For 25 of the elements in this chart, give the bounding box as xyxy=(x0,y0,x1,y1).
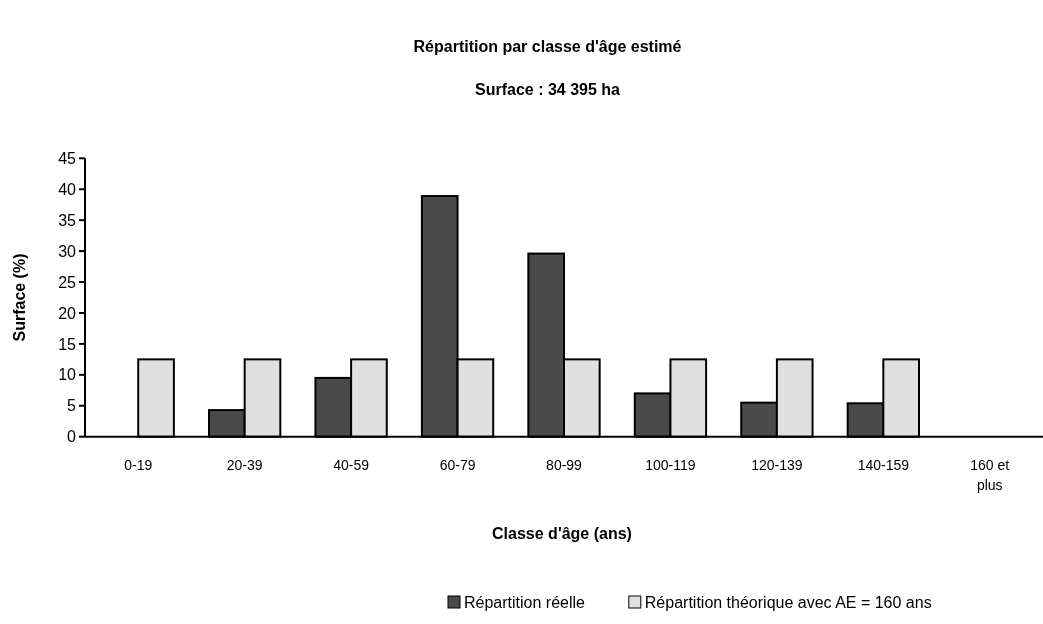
chart-subtitle: Surface : 34 395 ha xyxy=(475,81,621,98)
y-tick-label: 30 xyxy=(58,242,77,260)
x-tick-label: 60-79 xyxy=(439,457,476,473)
x-tick-label: 140-159 xyxy=(857,457,910,473)
y-tick-label: 10 xyxy=(58,366,77,384)
x-tick-label: 80-99 xyxy=(546,457,583,473)
x-axis-title: Classe d'âge (ans) xyxy=(492,525,632,542)
legend-label: Répartition théorique avec AE = 160 ans xyxy=(644,593,932,611)
y-tick-label: 0 xyxy=(67,428,77,446)
y-axis-title: Surface (%) xyxy=(11,253,28,342)
y-tick-label: 45 xyxy=(58,149,77,167)
chart-title: Répartition par classe d'âge estimé xyxy=(413,38,682,55)
y-tick-label: 5 xyxy=(67,397,77,415)
x-tick-label: 120-139 xyxy=(751,457,803,473)
legend-label: Répartition réelle xyxy=(464,593,586,611)
y-tick-label: 20 xyxy=(58,304,77,322)
x-tick-label: 100-119 xyxy=(645,457,696,473)
y-tick-label: 25 xyxy=(58,273,77,291)
x-tick-label: 40-59 xyxy=(333,457,370,473)
x-tick-label: 160 et plus xyxy=(970,457,1010,493)
y-tick-label: 40 xyxy=(58,180,77,198)
x-tick-label: 20-39 xyxy=(226,457,263,473)
y-tick-label: 15 xyxy=(58,335,77,353)
x-tick-label: 0-19 xyxy=(124,457,153,473)
y-tick-label: 35 xyxy=(58,211,77,229)
